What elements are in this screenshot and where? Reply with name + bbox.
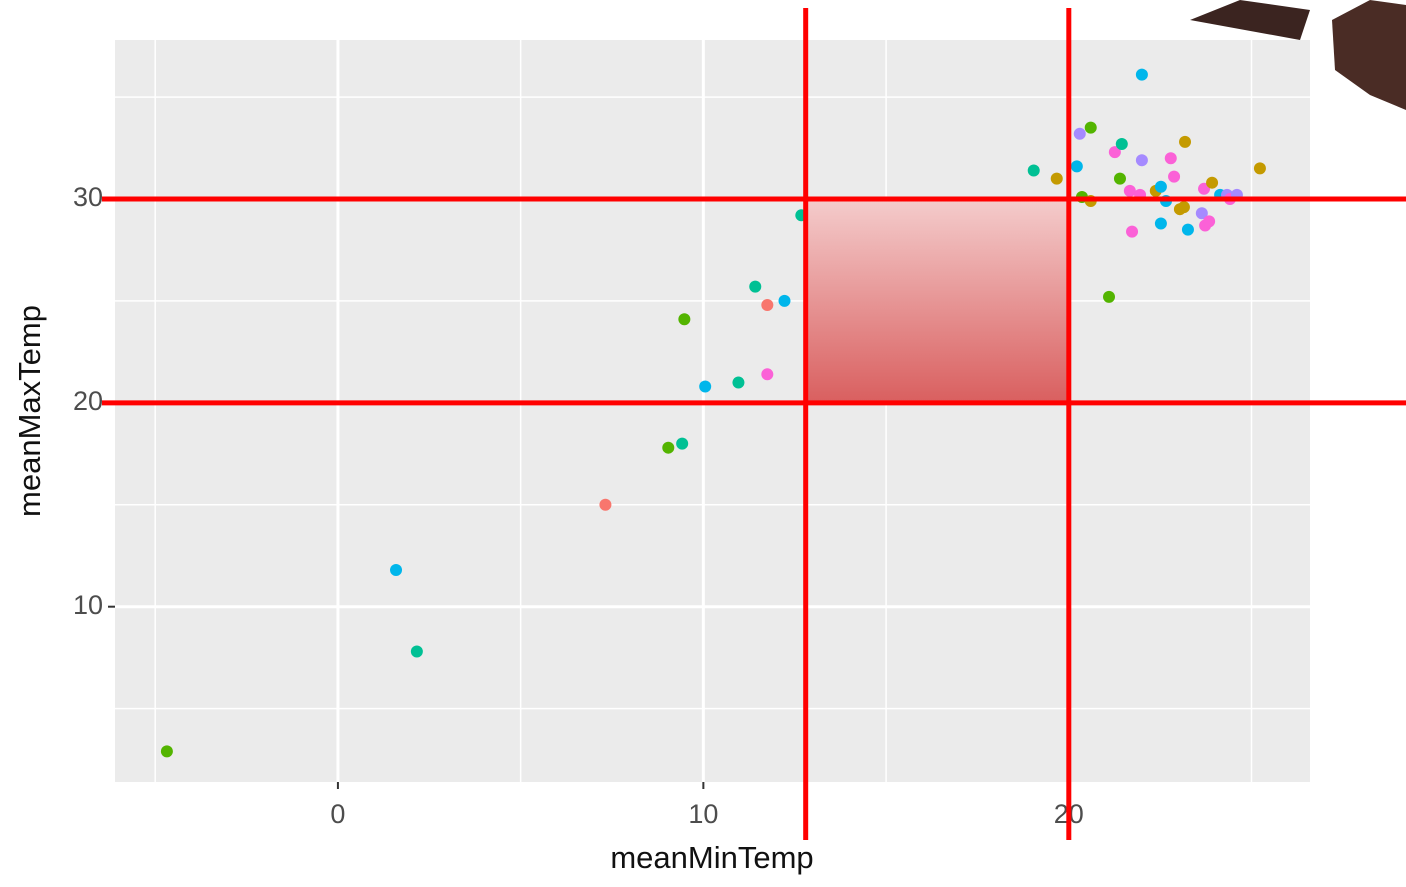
point (1073, 127, 1086, 140)
decoration (1190, 0, 1310, 40)
y-tick-label: 30 (73, 182, 103, 212)
highlight-box (805, 199, 1069, 403)
point (1135, 68, 1148, 81)
point (390, 564, 403, 576)
point (662, 441, 675, 454)
point (1179, 135, 1192, 148)
point (1108, 146, 1121, 159)
point (1115, 137, 1128, 150)
y-tick-label: 20 (73, 386, 103, 416)
point (761, 368, 774, 381)
point (1103, 290, 1116, 303)
point (1135, 154, 1148, 167)
point (1123, 184, 1136, 197)
x-axis-title: meanMinTemp (610, 840, 813, 875)
point (676, 437, 689, 450)
y-tick-label: 10 (73, 590, 103, 620)
point (699, 380, 712, 393)
decoration (1332, 0, 1406, 110)
point (1050, 172, 1063, 185)
point (1164, 152, 1177, 165)
point (1206, 176, 1219, 189)
point (678, 313, 691, 326)
point (761, 299, 774, 311)
point (1177, 201, 1190, 214)
point (160, 745, 173, 758)
point (749, 280, 762, 293)
point (1154, 180, 1167, 193)
point (1181, 223, 1194, 236)
panel (115, 40, 1310, 782)
point (1195, 207, 1208, 220)
point (732, 376, 745, 389)
point (1113, 172, 1126, 185)
point (1253, 162, 1266, 175)
point (410, 645, 423, 658)
point (1154, 217, 1167, 230)
point (778, 294, 791, 307)
point (1027, 164, 1040, 177)
point (1203, 215, 1216, 228)
y-axis-title: meanMaxTemp (12, 305, 47, 517)
point (1070, 160, 1083, 173)
x-tick-label: 0 (330, 799, 345, 829)
point (1126, 225, 1139, 238)
point (1084, 121, 1097, 134)
x-tick-label: 10 (688, 799, 718, 829)
point (1168, 170, 1181, 183)
point (599, 498, 612, 511)
